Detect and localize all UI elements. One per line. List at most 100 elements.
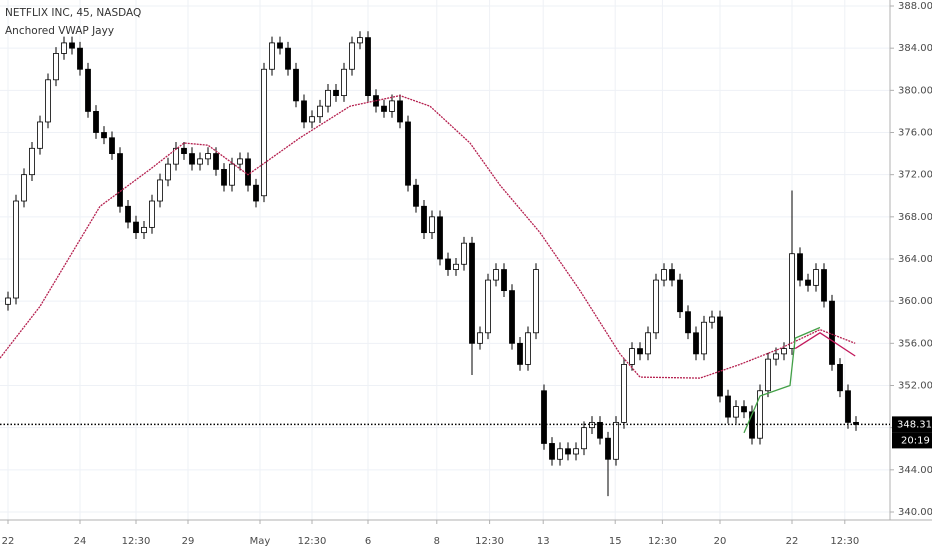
- candle-body: [733, 406, 739, 418]
- candle-body: [725, 395, 731, 418]
- candle-body: [637, 348, 643, 355]
- candle-body: [165, 163, 171, 181]
- candle-body: [781, 348, 787, 355]
- candle-body: [333, 89, 339, 97]
- candle-body: [669, 269, 675, 281]
- candle-body: [29, 147, 35, 176]
- candle-body: [237, 158, 243, 165]
- candle-body: [309, 116, 315, 123]
- y-tick-label: 380.00: [898, 85, 932, 96]
- candle-body: [61, 42, 67, 54]
- candle-body: [269, 42, 275, 70]
- candle-body: [757, 390, 763, 439]
- candle-body: [405, 121, 411, 186]
- candle-body: [421, 205, 427, 234]
- candle-body: [741, 406, 747, 413]
- countdown-label: 20:19: [901, 435, 930, 446]
- candle-body: [789, 253, 795, 349]
- x-tick-label: 8: [434, 536, 440, 547]
- candle-body: [629, 348, 635, 365]
- candle-body: [389, 100, 395, 112]
- candle-body: [301, 100, 307, 123]
- countdown-box: [892, 432, 932, 449]
- x-tick-label: 6: [365, 536, 371, 547]
- candle-body: [485, 279, 491, 334]
- x-tick-label: 15: [609, 536, 622, 547]
- candle-body: [181, 147, 187, 154]
- candle-body: [429, 216, 435, 234]
- candle-body: [21, 174, 27, 202]
- vwap-line: [794, 332, 856, 357]
- candle-body: [381, 105, 387, 112]
- candle-body: [341, 68, 347, 97]
- candle-body: [773, 353, 779, 360]
- candle-body: [285, 47, 291, 70]
- candle-body: [325, 89, 331, 107]
- candle-body: [397, 100, 403, 123]
- candle-body: [605, 437, 611, 460]
- candle-body: [445, 258, 451, 270]
- candle-body: [245, 158, 251, 186]
- candle-body: [557, 448, 563, 460]
- vwap-line: [0, 94, 856, 379]
- candle-body: [549, 443, 555, 460]
- candle-body: [317, 105, 323, 118]
- candle-body: [173, 147, 179, 165]
- x-tick-label: 12:30: [830, 536, 859, 547]
- y-tick-label: 360.00: [898, 296, 932, 307]
- y-tick-label: 376.00: [898, 128, 932, 139]
- y-tick-label: 364.00: [898, 254, 932, 265]
- candle-body: [565, 448, 571, 455]
- candle-body: [261, 68, 267, 197]
- grid: [0, 0, 890, 520]
- x-tick-label: 12:30: [122, 536, 151, 547]
- candle-body: [517, 342, 523, 365]
- candle-body: [541, 390, 547, 444]
- candle-body: [765, 358, 771, 392]
- y-tick-label: 372.00: [898, 170, 932, 181]
- candle-body: [413, 184, 419, 207]
- candle-body: [205, 153, 211, 160]
- x-tick-label: 13: [537, 536, 550, 547]
- candle-body: [493, 269, 499, 281]
- candle-body: [85, 68, 91, 112]
- candle-body: [797, 253, 803, 281]
- candle-body: [597, 421, 603, 439]
- candle-body: [293, 68, 299, 102]
- y-tick-label: 352.00: [898, 380, 932, 391]
- candle-body: [253, 184, 259, 202]
- candle-body: [69, 42, 75, 49]
- candle-body: [469, 242, 475, 344]
- x-tick-label: 22: [2, 536, 15, 547]
- candle-body: [221, 168, 227, 186]
- candle-body: [845, 390, 851, 423]
- candle-body: [653, 279, 659, 334]
- x-tick-label: May: [250, 536, 271, 547]
- candle-body: [509, 290, 515, 344]
- candle-body: [277, 42, 283, 49]
- candle-body: [661, 269, 667, 281]
- x-tick-label: 12:30: [648, 536, 677, 547]
- candle-body: [229, 163, 235, 186]
- candle-body: [477, 332, 483, 344]
- x-tick-label: 12:30: [475, 536, 504, 547]
- candle-body: [829, 300, 835, 365]
- candle-body: [125, 205, 131, 223]
- candle-body: [645, 332, 651, 355]
- y-tick-label: 368.00: [898, 212, 932, 223]
- candle-body: [349, 42, 355, 70]
- candle-body: [813, 269, 819, 286]
- candle-body: [53, 53, 59, 81]
- candle-body: [533, 269, 539, 334]
- y-tick-label: 388.00: [898, 1, 932, 12]
- candle-body: [357, 37, 363, 44]
- candle-body: [5, 297, 11, 305]
- marks: [0, 31, 859, 497]
- last-price-box: [892, 416, 932, 433]
- candle-body: [133, 221, 139, 234]
- candle-body: [573, 448, 579, 455]
- candle-body: [717, 316, 723, 397]
- x-tick-label: 20: [714, 536, 727, 547]
